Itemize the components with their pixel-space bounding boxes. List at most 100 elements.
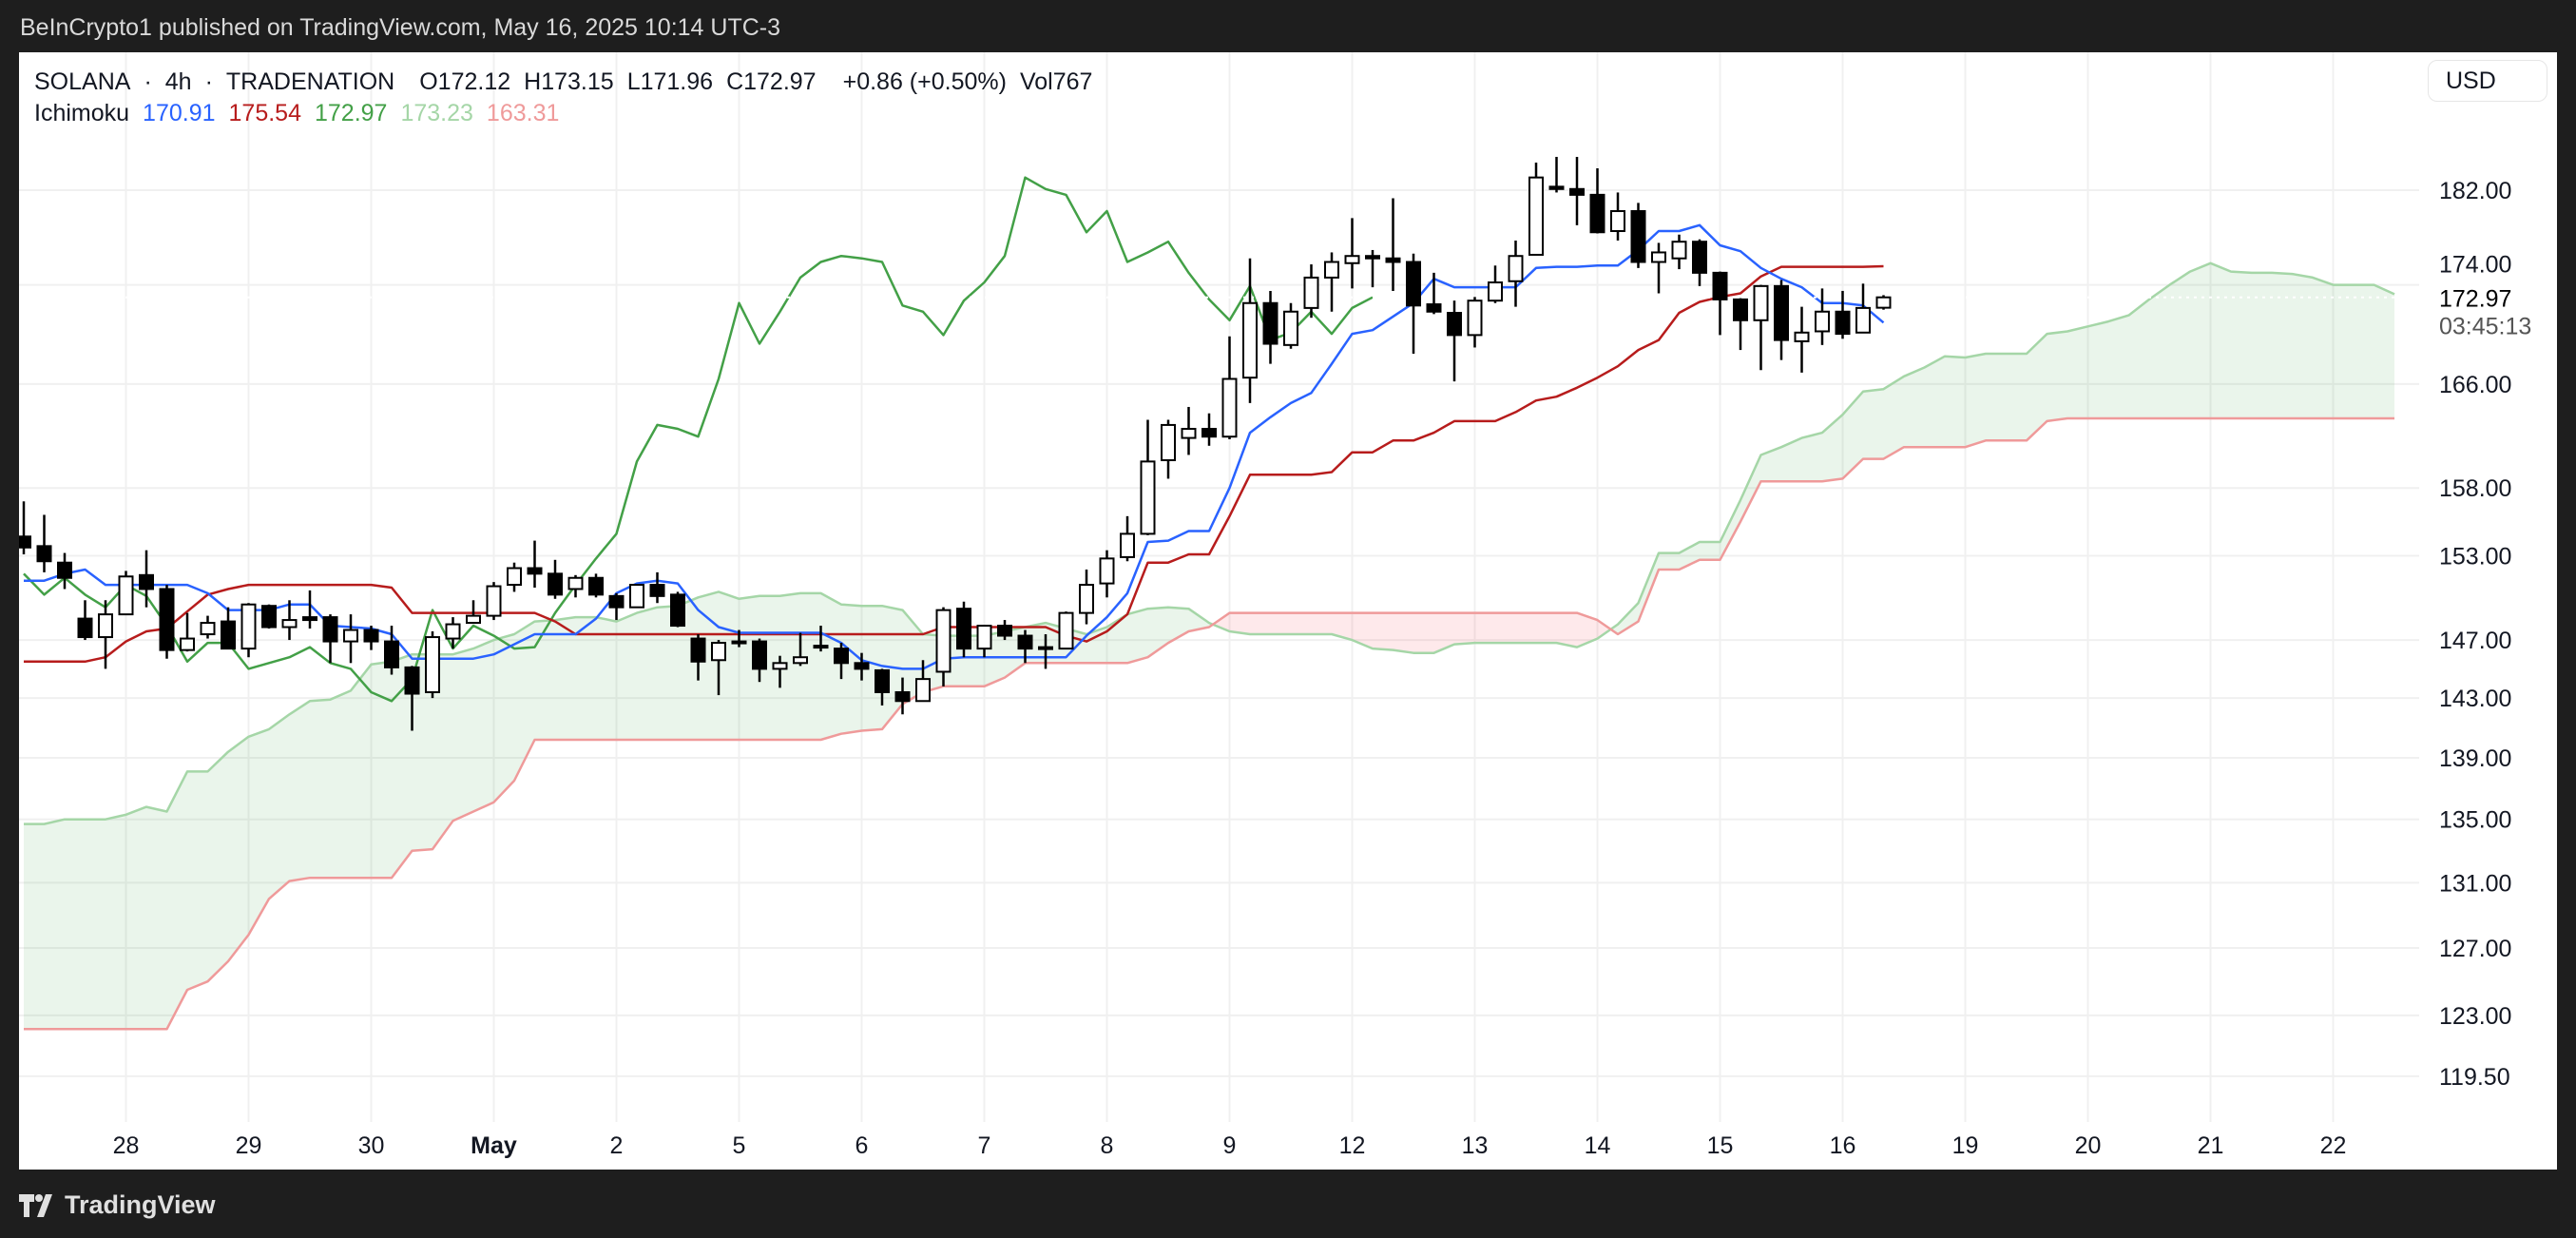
candle-body bbox=[875, 668, 890, 693]
candle bbox=[1079, 569, 1094, 625]
time-tick-label: 15 bbox=[1707, 1132, 1734, 1159]
cloud-segment bbox=[166, 771, 187, 1030]
cloud-segment bbox=[106, 814, 126, 1030]
cloud-segment bbox=[125, 806, 146, 1030]
cloud-segment bbox=[616, 612, 637, 740]
indicator-value: 173.23 bbox=[400, 100, 473, 126]
candle-body bbox=[77, 617, 93, 639]
cloud-segment bbox=[65, 819, 86, 1030]
candle-body bbox=[384, 640, 399, 668]
interval[interactable]: 4h bbox=[164, 68, 192, 95]
cloud-segment bbox=[207, 751, 228, 982]
candle bbox=[1161, 419, 1176, 479]
candle-body bbox=[1610, 210, 1625, 233]
candle bbox=[281, 600, 298, 641]
cloud-segment bbox=[820, 592, 841, 740]
cloud-segment bbox=[2190, 262, 2211, 419]
cloud-segment bbox=[269, 714, 290, 899]
candle bbox=[915, 660, 931, 703]
cloud-segment bbox=[1086, 627, 1107, 664]
cloud-segment bbox=[1986, 354, 2007, 441]
candle bbox=[1733, 298, 1748, 351]
symbol-name[interactable]: SOLANA bbox=[34, 68, 131, 95]
candle bbox=[445, 617, 461, 649]
price-tick-label: 153.00 bbox=[2439, 543, 2511, 570]
time-tick-label: 29 bbox=[236, 1132, 262, 1159]
candle-body bbox=[261, 605, 277, 629]
indicator-value: 175.54 bbox=[228, 100, 301, 126]
candle bbox=[118, 571, 134, 616]
indicator-name[interactable]: Ichimoku bbox=[34, 100, 130, 126]
candle bbox=[997, 620, 1012, 641]
chart-panel[interactable] bbox=[19, 52, 2557, 1170]
candle-body bbox=[1324, 261, 1339, 279]
currency-button[interactable]: USD bbox=[2428, 60, 2547, 102]
cloud-segment bbox=[412, 654, 433, 851]
volume-label: Vol bbox=[1019, 68, 1053, 95]
candle bbox=[1753, 284, 1769, 371]
candle bbox=[98, 600, 113, 669]
candle-body bbox=[159, 588, 175, 651]
cloud-segment bbox=[330, 690, 351, 879]
candle bbox=[1692, 239, 1707, 286]
candle-body bbox=[1733, 298, 1748, 321]
candle-body bbox=[793, 656, 808, 665]
price-change: +0.86 (+0.50%) bbox=[842, 68, 1007, 95]
candle bbox=[935, 607, 952, 687]
candle bbox=[1365, 249, 1380, 288]
candle-body bbox=[1815, 310, 1830, 333]
cloud-segment bbox=[2027, 334, 2047, 441]
candle-body bbox=[567, 576, 584, 590]
candle bbox=[343, 614, 358, 664]
candle-body bbox=[1201, 428, 1217, 438]
candle bbox=[1875, 295, 1892, 310]
cloud-segment bbox=[1188, 609, 1209, 632]
candle-body bbox=[486, 585, 502, 617]
cloud-segment bbox=[1332, 612, 1353, 641]
candle-body bbox=[1099, 557, 1115, 585]
candle-body bbox=[1548, 185, 1565, 190]
indicator-values: 170.91 175.54 172.97 173.23 163.31 bbox=[143, 100, 572, 126]
candle-body bbox=[363, 629, 379, 643]
price-tick-label: 119.50 bbox=[2439, 1064, 2510, 1091]
candle bbox=[1467, 297, 1483, 348]
candle bbox=[527, 540, 543, 589]
ohlc-h: H173.15 bbox=[524, 68, 614, 95]
cloud-segment bbox=[2128, 299, 2149, 419]
cloud-segment bbox=[1801, 433, 1822, 482]
candle-body bbox=[915, 678, 931, 703]
candle-body bbox=[854, 662, 870, 670]
cloud-segment bbox=[1700, 542, 1721, 560]
candle-body bbox=[221, 620, 236, 650]
candle-body bbox=[36, 545, 52, 563]
candle-body bbox=[1406, 261, 1421, 307]
cloud-segment bbox=[596, 617, 617, 740]
cloud-segment bbox=[2313, 277, 2334, 419]
candle bbox=[180, 612, 195, 652]
price-tick-label: 127.00 bbox=[2439, 936, 2511, 962]
cloud-segment bbox=[248, 728, 269, 936]
time-tick-label: 16 bbox=[1830, 1132, 1856, 1159]
candle-body bbox=[1712, 271, 1728, 300]
candle bbox=[1017, 629, 1033, 664]
volume-value: 767 bbox=[1052, 68, 1093, 95]
cloud-segment bbox=[575, 617, 596, 740]
tradingview-logo[interactable]: TradingView bbox=[19, 1190, 216, 1220]
cloud-segment bbox=[1740, 455, 1761, 522]
candle bbox=[240, 603, 257, 658]
cloud-segment bbox=[637, 607, 658, 740]
candle bbox=[1406, 253, 1421, 355]
cloud-segment bbox=[1311, 612, 1332, 635]
candle-body bbox=[1262, 301, 1278, 345]
candle-body bbox=[711, 642, 726, 662]
candle bbox=[302, 590, 317, 629]
price-tick-label: 131.00 bbox=[2439, 870, 2511, 897]
candle-body bbox=[1671, 241, 1687, 260]
cloud-segment bbox=[678, 597, 699, 740]
candle bbox=[1385, 198, 1401, 291]
publish-bar: BeInCrypto1 published on TradingView.com… bbox=[0, 0, 2576, 52]
candle bbox=[629, 584, 644, 609]
cloud-segment bbox=[433, 654, 453, 850]
price-tick-label: 174.00 bbox=[2439, 252, 2511, 279]
